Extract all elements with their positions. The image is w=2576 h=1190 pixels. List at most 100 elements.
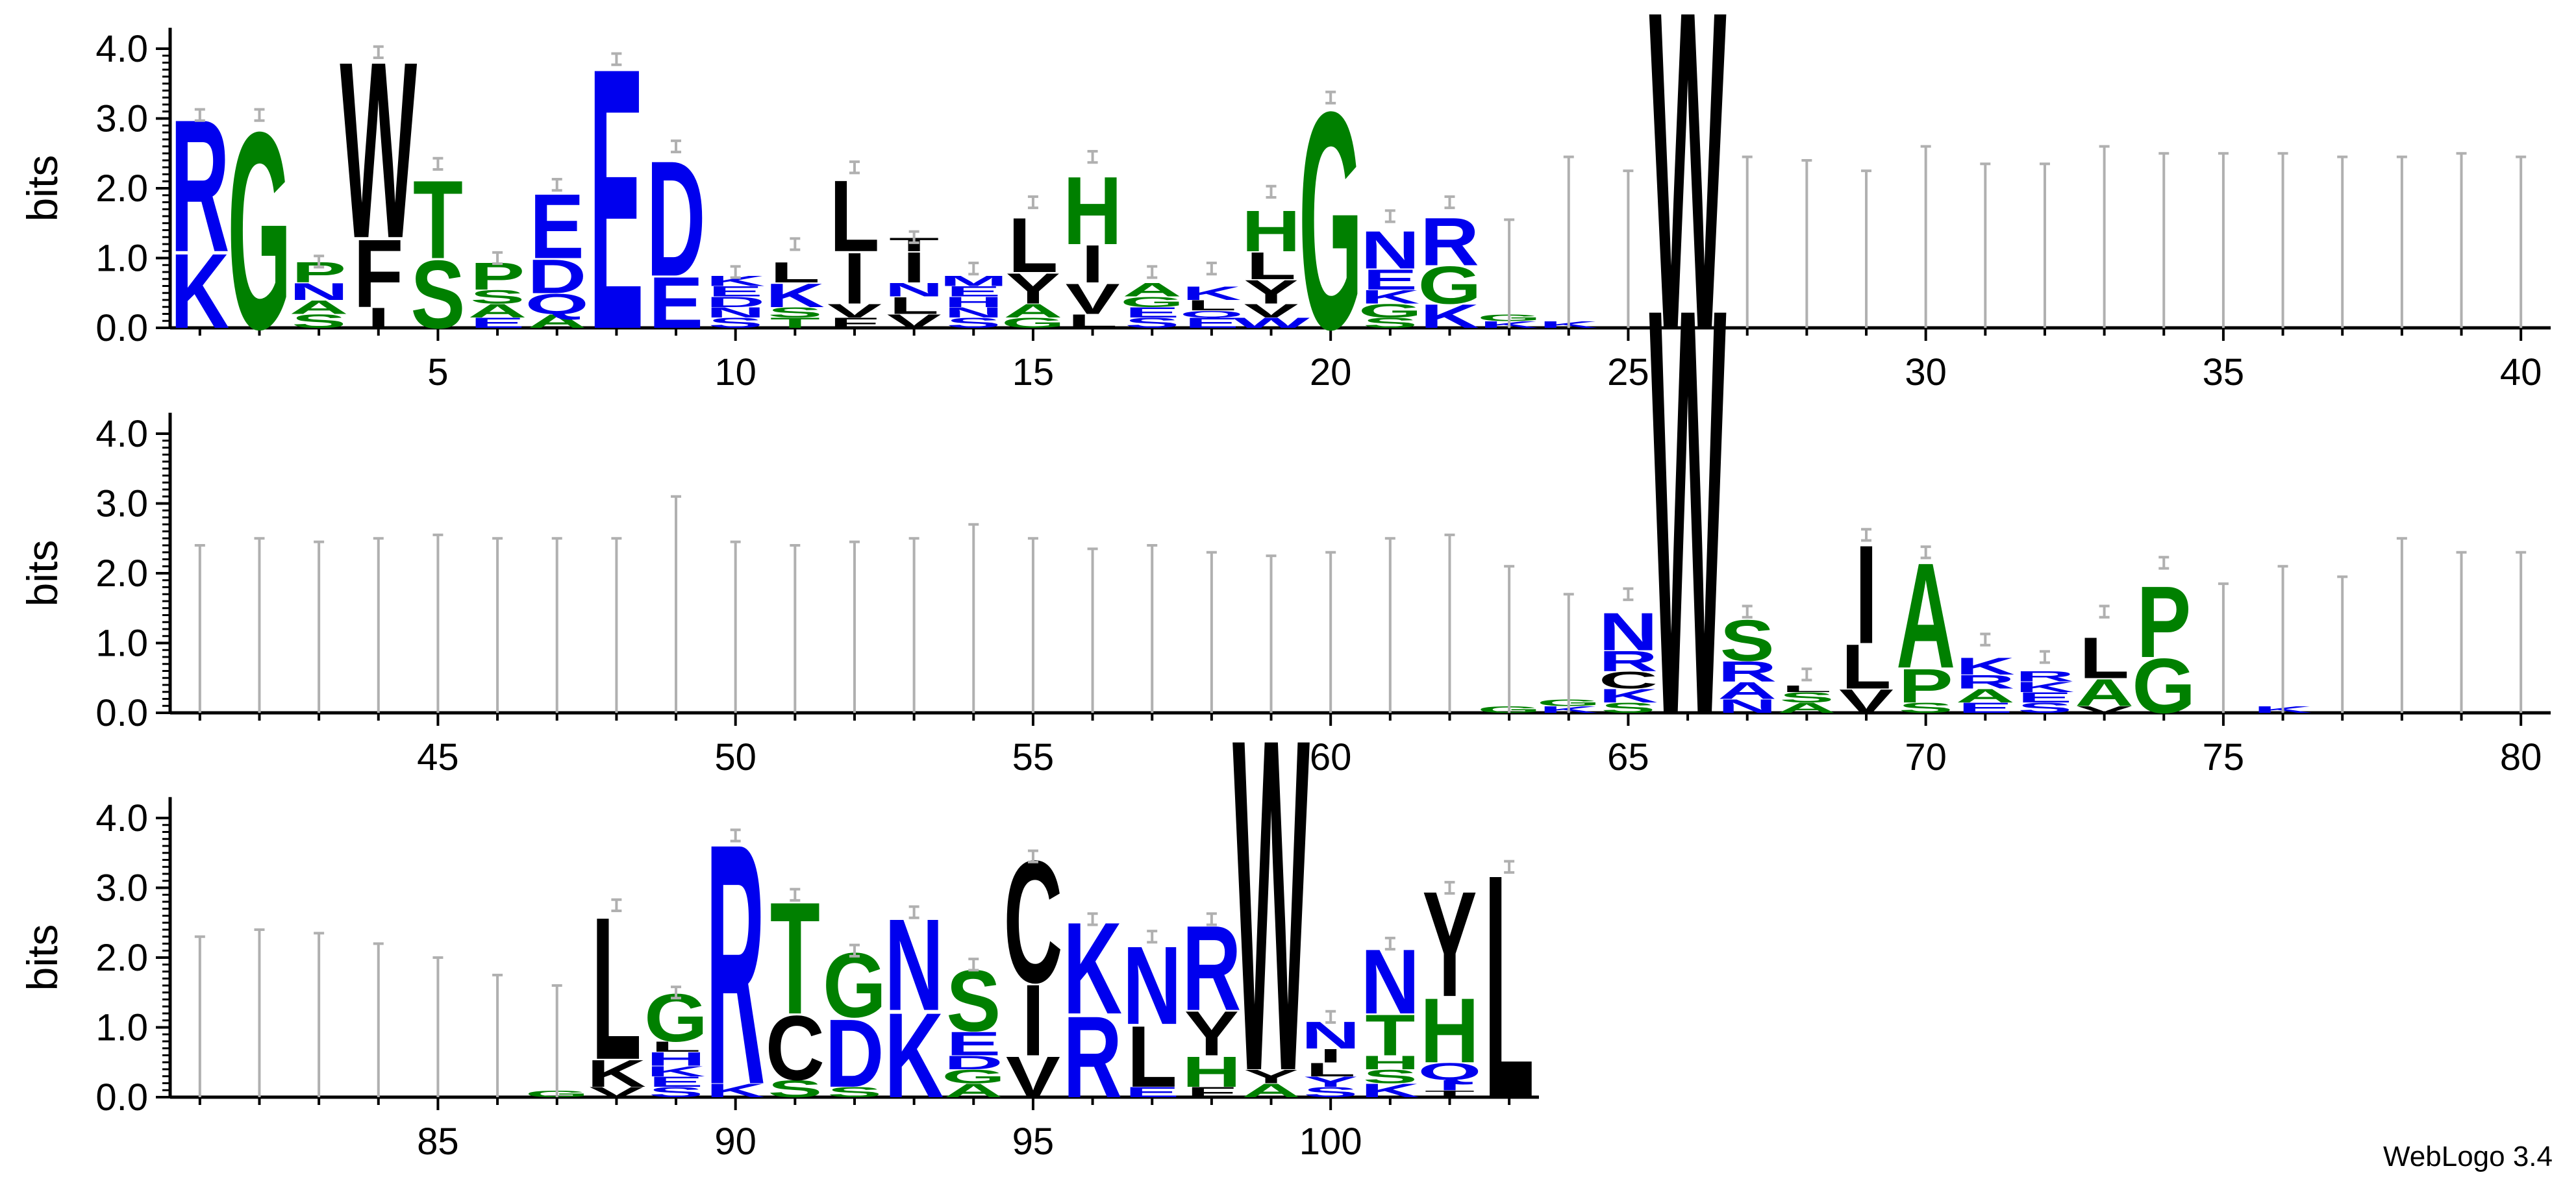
logo-letter: N — [1123, 923, 1182, 1048]
x-tick-label: 20 — [1310, 351, 1352, 393]
x-tick-label: 100 — [1299, 1121, 1362, 1163]
logo-letter: V — [1839, 682, 1894, 720]
logo-column-64: KG — [1537, 593, 1601, 715]
error-bar — [1623, 587, 1634, 601]
logo-column-1: KR — [170, 80, 229, 351]
logo-letter: E — [946, 1025, 1001, 1063]
logo-letter: L — [1008, 203, 1058, 289]
logo-letter: E — [470, 315, 525, 331]
error-bar — [314, 540, 325, 713]
x-tick-label: 35 — [2203, 351, 2245, 393]
logo-letter: H — [1182, 1048, 1241, 1097]
logo-column-57 — [1147, 544, 1158, 713]
logo-column-97: ELN — [1123, 923, 1182, 1106]
logo-letter: A — [1956, 685, 2015, 706]
logo-letter: N — [884, 279, 944, 301]
logo-letter: G — [1358, 300, 1422, 321]
error-bar — [314, 254, 325, 269]
logo-letter: S — [470, 286, 525, 308]
x-tick-label: 40 — [2500, 351, 2542, 393]
error-bar — [1444, 533, 1455, 713]
error-bar — [2218, 152, 2229, 328]
logo-column-81 — [194, 935, 205, 1097]
error-bar — [790, 237, 801, 251]
logo-letter: N — [290, 278, 349, 305]
x-tick-label: 25 — [1607, 351, 1649, 393]
error-bar — [1504, 860, 1515, 874]
error-bar — [2516, 551, 2527, 713]
logo-letter: I — [1438, 1077, 1461, 1093]
logo-letter: I — [1081, 234, 1104, 294]
logo-column-76: K — [2253, 565, 2312, 715]
logo-letter: D — [944, 1052, 1003, 1073]
error-bar — [730, 828, 741, 843]
error-bar — [492, 537, 503, 713]
logo-column-33 — [2099, 145, 2110, 328]
logo-letter: I — [903, 243, 925, 292]
error-bar — [432, 156, 444, 171]
error-bar — [908, 537, 919, 713]
x-tick-label: 60 — [1310, 736, 1352, 778]
error-bar — [1563, 593, 1574, 713]
error-bar — [551, 984, 562, 1097]
x-tick-label: 15 — [1012, 351, 1055, 393]
logo-column-63: G — [1477, 565, 1541, 715]
logo-letter: E — [1125, 304, 1179, 321]
error-bar — [194, 935, 205, 1097]
logo-letter: S — [1779, 689, 1834, 706]
logo-letter: L — [1306, 1059, 1356, 1080]
error-bar — [849, 540, 860, 713]
logo-column-59 — [1266, 554, 1277, 713]
error-bar — [611, 52, 622, 66]
logo-letter: K — [706, 1080, 765, 1101]
logo-column-4: IFW — [340, 10, 418, 334]
logo-column-45 — [432, 533, 444, 713]
logo-letter: L — [2079, 626, 2129, 691]
logo-letter: I — [1319, 1045, 1342, 1066]
y-tick-label: 2.0 — [95, 167, 148, 210]
logo-column-56 — [1087, 547, 1098, 713]
logo-column-35 — [2218, 152, 2229, 328]
y-tick-label: 2.0 — [95, 937, 148, 979]
logo-letter: S — [768, 1075, 822, 1102]
logo-column-91: SCT — [766, 869, 825, 1102]
y-axis-label: bits — [18, 155, 66, 222]
logo-letter: G — [1299, 48, 1362, 394]
logo-letter: T — [1425, 1089, 1475, 1100]
x-tick-label: 55 — [1012, 736, 1055, 778]
logo-letter: W — [1649, 0, 1727, 425]
logo-letter: A — [290, 297, 349, 318]
error-bar — [2039, 650, 2050, 664]
logo-letter: K — [884, 987, 944, 1123]
x-tick-label: 70 — [1905, 736, 1947, 778]
logo-letter: S — [292, 310, 346, 332]
y-tick-label: 0.0 — [95, 307, 148, 349]
logo-column-47 — [551, 537, 562, 713]
logo-letter: N — [1718, 695, 1777, 717]
logo-column-88: VKL — [587, 874, 646, 1102]
y-tick-label: 2.0 — [95, 552, 148, 595]
logo-letter: K — [766, 277, 825, 314]
error-bar — [671, 495, 682, 713]
logo-column-39 — [2456, 152, 2467, 328]
logo-letter: I — [367, 302, 390, 334]
logo-column-25 — [1623, 169, 1634, 328]
y-tick-label: 4.0 — [95, 413, 148, 455]
error-bar — [1623, 169, 1634, 328]
logo-letter: R — [1718, 655, 1777, 688]
error-bar — [2396, 155, 2407, 328]
logo-column-26: W — [1649, 0, 1727, 425]
logo-letter: Q — [1180, 309, 1244, 320]
logo-letter: E — [708, 284, 763, 300]
error-bar — [1742, 155, 1753, 328]
error-bar — [1384, 209, 1395, 223]
